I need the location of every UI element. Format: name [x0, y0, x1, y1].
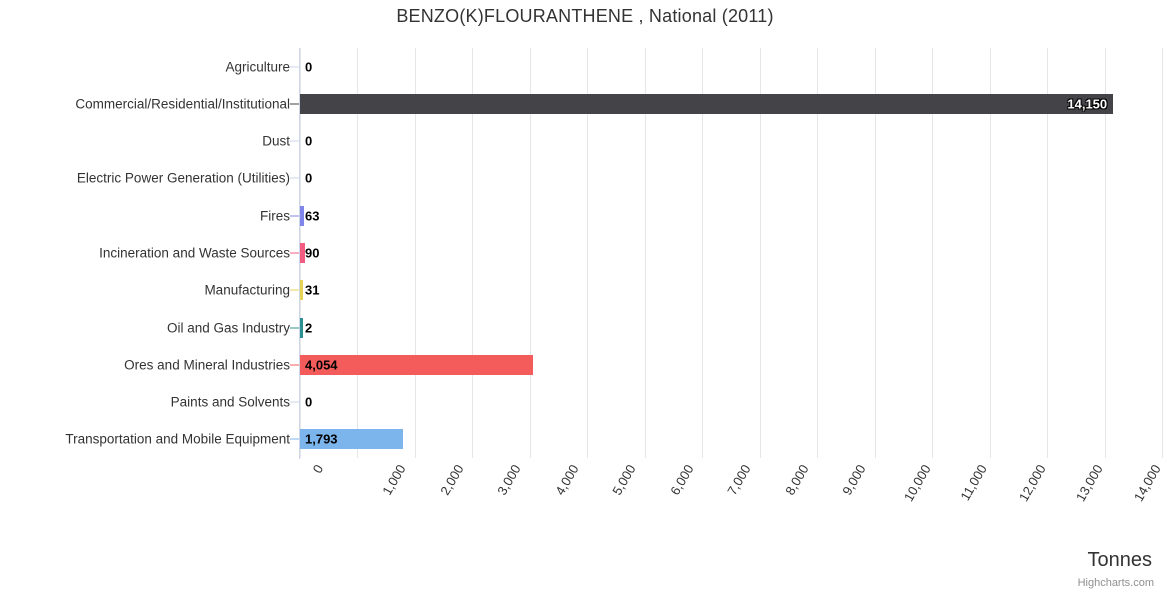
category-label: Oil and Gas Industry	[166, 320, 290, 336]
gridline	[817, 48, 819, 458]
y-axis-line	[299, 48, 300, 459]
axis-tick-mark	[290, 438, 300, 440]
x-tick-label: 8,000	[781, 462, 812, 498]
bar[interactable]	[300, 429, 404, 450]
category-label: Ores and Mineral Industries	[124, 357, 290, 373]
gridline	[472, 48, 474, 458]
category-label: Transportation and Mobile Equipment	[65, 431, 290, 447]
bar-value-label: 14,150	[1067, 96, 1108, 112]
x-tick-label: 3,000	[494, 462, 524, 498]
gridline	[932, 48, 934, 458]
category-label: Agriculture	[225, 59, 290, 75]
gridline	[357, 48, 359, 458]
gridline	[1162, 48, 1163, 458]
x-tick-label: 5,000	[609, 462, 639, 498]
gridline	[702, 48, 704, 458]
axis-tick-mark	[290, 66, 300, 68]
x-axis-tick-labels: 0 1,000 2,000 3,000 4,000 5,000 6,000 7,000 8,00…	[300, 462, 1164, 522]
x-axis-title: Tonnes	[1087, 549, 1153, 571]
bar-value-label: 31	[305, 282, 320, 298]
x-tick-label: 10,000	[900, 462, 934, 504]
gridline	[414, 48, 416, 458]
bar-row[interactable]: Commercial/Residential/Institutional 14,1…	[0, 85, 1170, 122]
category-label: Commercial/Residential/Institutional	[75, 96, 290, 112]
bar-row[interactable]: Ores and Mineral Industries 4,054	[0, 346, 1170, 383]
axis-tick-mark	[290, 177, 300, 179]
bar-row[interactable]: Fires 63	[0, 197, 1170, 234]
category-label: Manufacturing	[204, 282, 290, 298]
bar-value-label: 2	[305, 320, 313, 336]
x-tick-label: 11,000	[957, 462, 990, 504]
bar-value-label: 0	[305, 59, 313, 75]
gridline	[529, 48, 531, 458]
x-tick-label: 0	[309, 462, 327, 476]
gridline	[989, 48, 991, 458]
category-label: Paints and Solvents	[170, 394, 290, 410]
axis-tick-mark	[290, 215, 300, 217]
x-tick-label: 2,000	[437, 462, 467, 498]
bar-row[interactable]: Dust 0	[0, 123, 1170, 160]
bar-wrapper: 63	[300, 205, 319, 226]
bar-wrapper: 4,054	[300, 354, 533, 375]
gridline	[874, 48, 876, 458]
bar-row[interactable]: Electric Power Generation (Utilities) 0	[0, 160, 1170, 197]
bar-value-label: 63	[305, 208, 320, 224]
category-label: Dust	[262, 133, 290, 149]
bar-wrapper: 14,150	[300, 93, 1114, 114]
bar-row[interactable]: Paints and Solvents 0	[0, 383, 1170, 420]
chart-title: BENZO(K)FLOURANTHENE , National (2011)	[396, 6, 774, 26]
x-tick-label: 6,000	[667, 462, 697, 498]
axis-tick-mark	[290, 252, 300, 254]
axis-tick-mark	[290, 289, 300, 291]
bar[interactable]	[300, 93, 1114, 114]
x-tick-label: 7,000	[724, 462, 754, 498]
category-label: Fires	[260, 208, 290, 224]
category-label: Electric Power Generation (Utilities)	[76, 170, 290, 186]
x-tick-label: 12,000	[1015, 462, 1049, 504]
bar[interactable]	[300, 354, 533, 375]
axis-tick-mark	[290, 401, 300, 403]
gridline	[759, 48, 761, 458]
bar[interactable]	[300, 317, 303, 338]
gridline	[587, 48, 589, 458]
axis-tick-mark	[290, 327, 300, 329]
gridline	[1104, 48, 1106, 458]
bar-row[interactable]: Oil and Gas Industry 2	[0, 309, 1170, 346]
plot-area: Agriculture 0 Commercial/Residential/Insti…	[65, 48, 1163, 458]
bar-value-label: 1,793	[305, 431, 338, 447]
bar-value-label: 0	[305, 133, 313, 149]
axis-tick-mark	[290, 364, 300, 366]
bar-wrapper: 31	[300, 280, 319, 301]
x-tick-label: 1,000	[379, 462, 409, 498]
bar-wrapper: 1,793	[300, 429, 404, 450]
x-tick-label: 13,000	[1072, 462, 1106, 504]
bar-value-label: 90	[305, 245, 320, 261]
axis-tick-mark	[290, 140, 300, 142]
axis-tick-mark	[290, 103, 300, 105]
bar[interactable]	[300, 242, 306, 263]
bar-row[interactable]: Transportation and Mobile Equipment 1,793	[0, 421, 1170, 458]
bar-row[interactable]: Incineration and Waste Sources 90	[0, 234, 1170, 271]
bar-value-label: 0	[305, 394, 313, 410]
bar[interactable]	[300, 280, 303, 301]
x-tick-label: 9,000	[839, 462, 869, 498]
x-tick-label: 14,000	[1130, 462, 1164, 504]
gridline	[644, 48, 646, 458]
bar-value-label: 4,054	[305, 357, 338, 373]
x-tick-label: 4,000	[552, 462, 582, 498]
bar-wrapper: 90	[300, 242, 319, 263]
bar-row[interactable]: Agriculture 0	[0, 48, 1170, 85]
credits-label[interactable]: Highcharts.com	[1077, 577, 1154, 589]
gridline	[1047, 48, 1049, 458]
bar-value-label: 0	[305, 170, 313, 186]
bar[interactable]	[300, 205, 304, 226]
category-label: Incineration and Waste Sources	[99, 245, 290, 261]
bar-row[interactable]: Manufacturing 31	[0, 272, 1170, 309]
